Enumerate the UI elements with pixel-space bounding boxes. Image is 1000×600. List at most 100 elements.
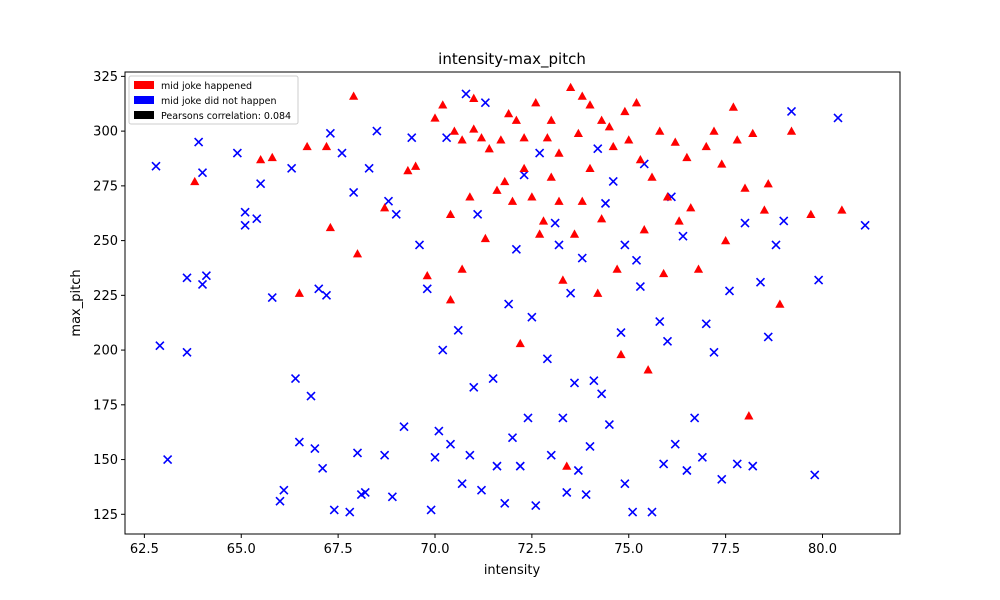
no-joke-point	[748, 461, 758, 471]
x-tick-label: 80.0	[808, 542, 837, 557]
no-joke-point	[550, 218, 560, 228]
plot-frame	[124, 71, 901, 535]
joke-point	[422, 271, 432, 280]
no-joke-point	[620, 479, 630, 489]
x-tick-label: 75.0	[614, 542, 643, 557]
no-joke-point	[438, 345, 448, 355]
legend-label-correlation: Pearsons correlation: 0.084	[161, 111, 291, 122]
legend-swatch-no-joke	[134, 96, 154, 104]
joke-point	[732, 135, 742, 144]
no-joke-point	[445, 439, 456, 449]
y-tick-label: 150	[93, 453, 118, 468]
joke-point	[655, 126, 665, 135]
y-tick-label: 275	[93, 179, 118, 194]
no-joke-point	[163, 454, 173, 465]
no-joke-point	[511, 244, 521, 254]
no-joke-point	[329, 505, 339, 515]
no-joke-point	[631, 255, 642, 265]
no-joke-point	[306, 391, 316, 401]
no-joke-point	[492, 461, 502, 471]
no-joke-point	[364, 163, 374, 173]
x-tick-label: 65.0	[227, 542, 256, 557]
no-joke-point	[430, 452, 440, 462]
joke-point	[682, 152, 692, 162]
no-joke-point	[500, 498, 510, 508]
joke-point	[380, 203, 390, 212]
no-joke-point	[232, 148, 242, 158]
no-joke-point	[325, 128, 335, 138]
joke-point	[496, 135, 506, 144]
joke-point	[554, 148, 564, 157]
no-joke-point	[771, 240, 781, 250]
no-joke-point	[659, 459, 669, 469]
y-axis-label: max_pitch	[69, 269, 84, 336]
joke-point	[709, 126, 719, 135]
joke-point	[763, 179, 773, 188]
no-joke-point	[453, 325, 463, 335]
joke-point	[659, 268, 669, 278]
no-joke-point	[724, 286, 735, 296]
joke-point	[585, 163, 595, 173]
joke-point	[837, 205, 847, 214]
no-joke-point	[577, 253, 587, 263]
joke-point	[577, 91, 587, 100]
no-joke-point	[589, 376, 599, 386]
no-joke-point	[670, 439, 680, 449]
joke-point	[325, 222, 335, 232]
no-joke-point	[833, 113, 843, 123]
no-joke-point	[252, 214, 262, 224]
no-joke-point	[709, 347, 719, 357]
no-joke-point	[569, 378, 580, 388]
legend-label-joke: mid joke happened	[161, 81, 252, 92]
joke-point	[643, 365, 653, 374]
joke-point	[748, 128, 758, 137]
joke-point	[403, 165, 413, 175]
no-joke-point	[519, 170, 529, 180]
y-tick-label: 250	[93, 234, 118, 249]
joke-point	[457, 135, 467, 144]
joke-point	[566, 82, 576, 92]
x-tick-label: 72.5	[517, 542, 546, 557]
no-joke-point	[531, 500, 541, 511]
joke-point	[728, 102, 738, 111]
joke-point	[585, 100, 595, 109]
no-joke-point	[523, 413, 533, 423]
no-joke-point	[383, 196, 394, 206]
joke-point	[504, 109, 514, 118]
no-joke-point	[182, 273, 192, 283]
no-joke-point	[414, 240, 425, 250]
joke-point	[538, 216, 549, 225]
no-joke-point	[558, 413, 568, 423]
points-layer	[151, 82, 870, 517]
joke-point	[469, 93, 479, 102]
joke-point	[531, 98, 541, 107]
no-joke-point	[860, 220, 870, 230]
legend-swatch-correlation	[134, 111, 154, 119]
legend-label-no-joke: mid joke did not happen	[161, 96, 277, 107]
chart-title: intensity-max_pitch	[438, 50, 586, 69]
joke-point	[294, 288, 304, 297]
joke-point	[686, 203, 696, 212]
no-joke-point	[399, 422, 409, 432]
joke-point	[321, 141, 332, 151]
y-tick-label: 325	[93, 70, 118, 85]
no-joke-point	[290, 373, 301, 384]
y-tick-label: 300	[93, 125, 118, 140]
joke-point	[352, 249, 363, 258]
joke-point	[573, 128, 583, 137]
joke-point	[597, 115, 607, 124]
joke-point	[558, 275, 568, 284]
no-joke-point	[554, 240, 564, 250]
no-joke-point	[697, 452, 707, 462]
no-joke-point	[488, 373, 498, 384]
joke-point	[631, 98, 642, 107]
no-joke-point	[604, 419, 614, 430]
joke-point	[593, 288, 603, 297]
no-joke-point	[318, 463, 328, 473]
x-tick-label: 62.5	[130, 542, 159, 557]
joke-point	[670, 137, 680, 146]
no-joke-point	[310, 444, 320, 454]
joke-point	[457, 264, 467, 273]
no-joke-point	[535, 148, 545, 158]
joke-point	[744, 411, 754, 420]
